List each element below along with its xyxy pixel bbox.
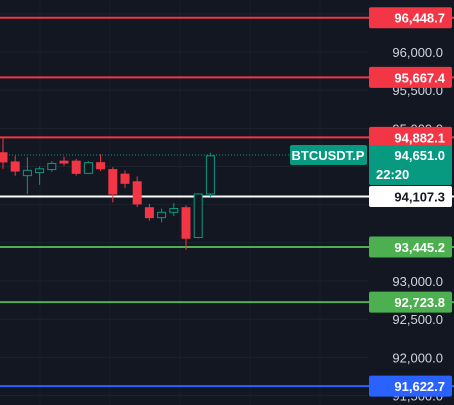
candle-body — [22, 169, 32, 177]
price-axis-tick-label: 96,000.0 — [392, 45, 443, 60]
level-price-label-box — [369, 66, 452, 88]
level-price-label-text: 91,622.7 — [394, 379, 445, 394]
level-price-label-text: 94,107.3 — [394, 189, 445, 204]
candle-body — [10, 161, 20, 172]
candle-body — [193, 193, 203, 238]
level-price-label-text: 96,448.7 — [394, 11, 445, 26]
level-price-label-box — [369, 185, 452, 207]
candle-body — [132, 181, 142, 205]
level-price-label-text: 92,723.8 — [394, 295, 445, 310]
candle-body — [71, 160, 81, 174]
bar-countdown: 22:20 — [376, 167, 409, 182]
level-price-label-box — [369, 126, 452, 148]
price-axis-tick-label: 92,500.0 — [392, 312, 443, 327]
candle-body — [108, 169, 118, 195]
level-price-label[interactable]: 94,882.1 — [369, 126, 452, 148]
level-price-label-box — [369, 7, 452, 29]
candle-body — [205, 155, 215, 195]
level-price-label[interactable]: 96,448.7 — [369, 7, 452, 29]
level-price-label[interactable]: 94,107.3 — [369, 185, 452, 207]
candle-body — [144, 207, 154, 219]
candle-body — [96, 162, 106, 170]
current-price-value: 94,651.0 — [394, 148, 445, 163]
grid-layer — [0, 13, 368, 396]
candle-body — [59, 160, 69, 164]
symbol-tag[interactable]: BTCUSDT.P — [290, 144, 367, 165]
level-price-label-text: 93,445.2 — [394, 240, 445, 255]
current-price-label[interactable]: 94,651.0 22:20 — [369, 144, 452, 185]
price-axis-tick-label: 93,000.0 — [392, 274, 443, 289]
candle-body — [35, 168, 45, 174]
level-price-label-text: 94,882.1 — [394, 130, 445, 145]
level-price-label[interactable]: 91,622.7 — [369, 375, 452, 397]
price-axis-tick-label: 92,000.0 — [392, 350, 443, 365]
candle-body — [0, 152, 8, 163]
level-price-label[interactable]: 92,723.8 — [369, 291, 452, 313]
price-axis: 96,000.095,500.095,000.094,500.093,000.0… — [392, 45, 443, 404]
candles — [0, 137, 215, 250]
candle-body — [157, 211, 167, 219]
candle-body — [181, 207, 191, 239]
level-price-label[interactable]: 95,667.4 — [369, 66, 452, 88]
candle-body — [83, 162, 93, 174]
level-price-label-box — [369, 291, 452, 313]
current-price-label-box — [369, 144, 452, 185]
level-labels: 96,448.7 95,667.4 94,882.1 94,107.3 93,445.2… — [290, 7, 452, 397]
level-price-label-text: 95,667.4 — [394, 70, 445, 85]
level-price-label-box — [369, 375, 452, 397]
symbol-tag-box — [290, 144, 367, 165]
candle-body — [120, 173, 130, 184]
candle-body — [169, 207, 179, 213]
candle-body — [47, 162, 57, 171]
level-price-label[interactable]: 93,445.2 — [369, 236, 452, 258]
symbol-tag-text: BTCUSDT.P — [292, 148, 365, 163]
level-price-label-box — [369, 236, 452, 258]
